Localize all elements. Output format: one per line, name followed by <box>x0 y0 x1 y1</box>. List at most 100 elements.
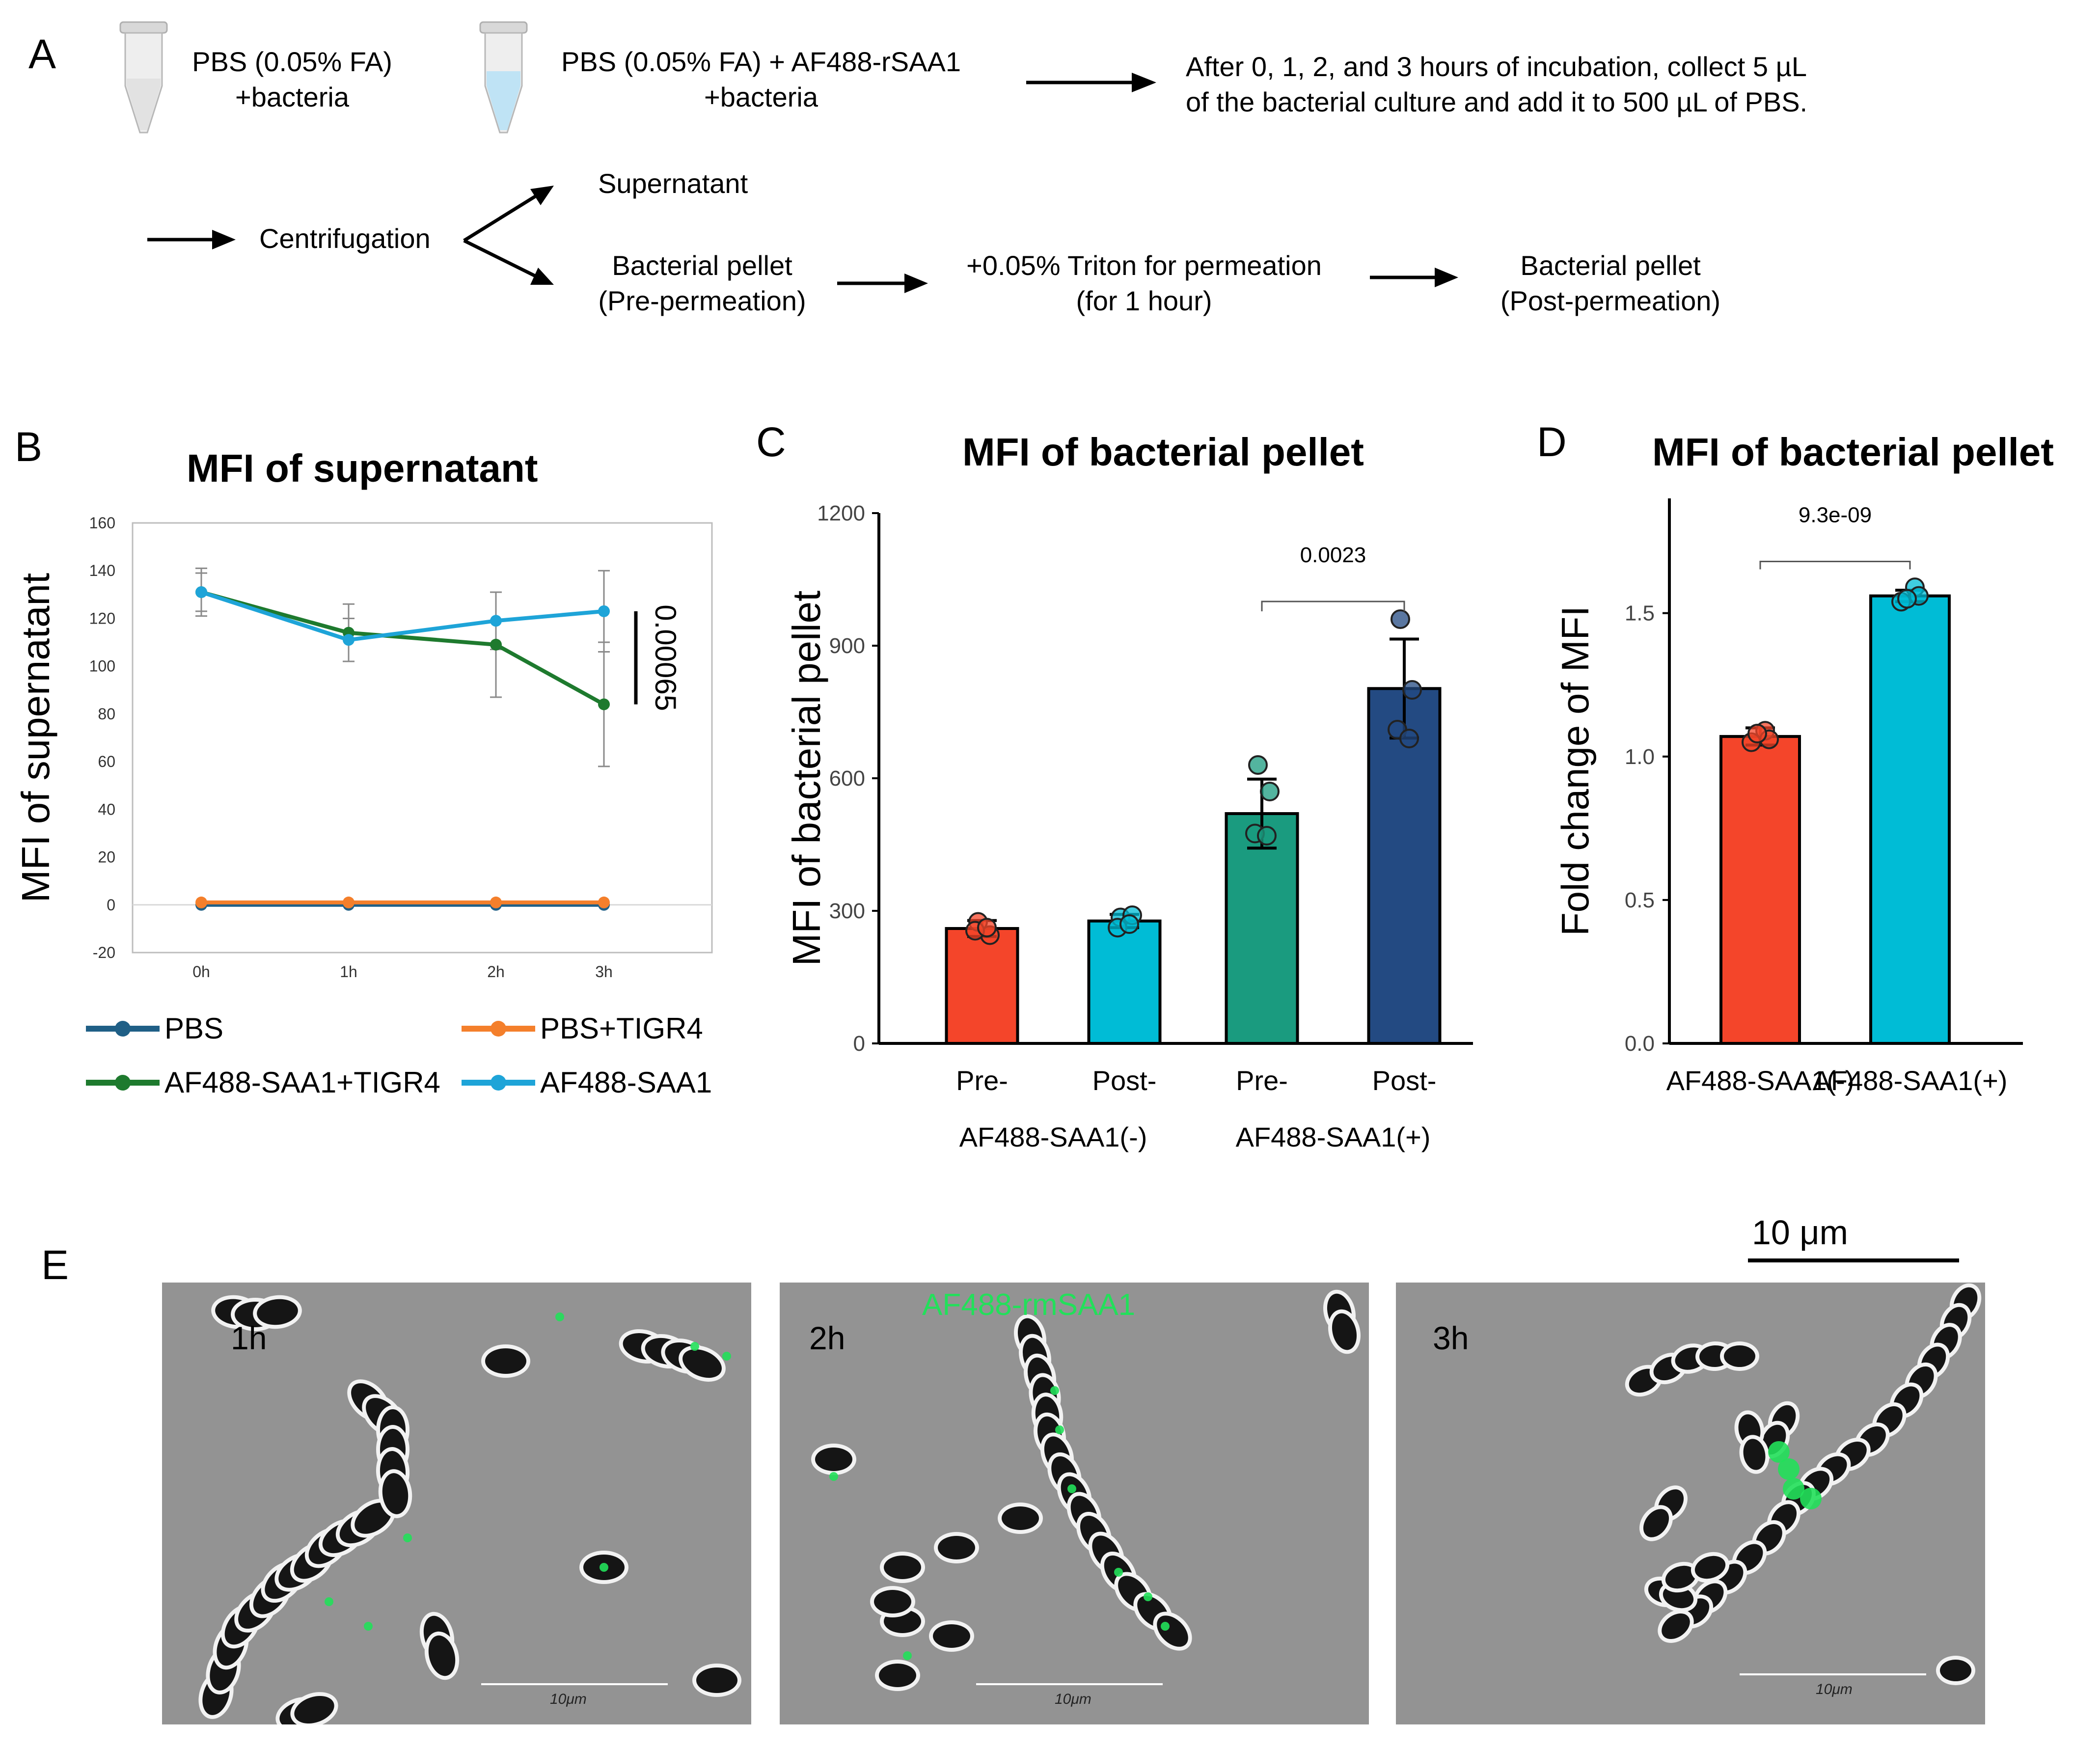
data-point <box>490 615 502 627</box>
y-axis-label: Fold change of MFI <box>1554 606 1597 936</box>
y-tick-label: 60 <box>98 753 115 770</box>
data-point <box>1248 755 1268 775</box>
bacterium-cell <box>682 1349 722 1378</box>
y-tick-label: 120 <box>89 609 115 627</box>
tube1-label-line1: PBS (0.05% FA) <box>192 46 392 77</box>
bar <box>1225 812 1299 1045</box>
fluorescent-spot <box>1067 1484 1076 1493</box>
data-point <box>1257 826 1277 846</box>
group-label: AF488-SAA1(-) <box>959 1121 1147 1152</box>
pellet-pre-line2: (Pre-permeation) <box>598 285 806 316</box>
time-label-2h: 2h <box>809 1320 845 1356</box>
bacterium-cell <box>355 1503 392 1534</box>
legend-label: AF488-SAA1+TIGR4 <box>164 1066 440 1099</box>
bacterium-cell <box>815 1448 852 1471</box>
panel-letter-a: A <box>28 31 56 77</box>
y-tick-label: 1.0 <box>1625 745 1655 769</box>
scale-label-2h: 10μm <box>1055 1691 1091 1707</box>
y-tick-label: 40 <box>98 800 115 818</box>
data-point <box>195 896 207 908</box>
legend-label: AF488-SAA1 <box>540 1066 712 1099</box>
y-tick-label: 0.5 <box>1625 888 1655 912</box>
data-point <box>1402 680 1422 700</box>
bacterium-cell <box>696 1667 737 1693</box>
y-axis-label: MFI of supernatant <box>14 573 57 902</box>
y-tick-label: 140 <box>89 562 115 579</box>
arrow-to-supernatant <box>463 195 536 242</box>
scale-bar <box>1748 1258 1959 1262</box>
y-tick-label: 100 <box>89 657 115 675</box>
incubation-text-line2: of the bacterial culture and add it to 5… <box>1186 86 1808 117</box>
bacterium-cell <box>1002 1506 1039 1530</box>
overlay-label-2h: AF488-rmSAA1 <box>922 1288 1136 1322</box>
fluorescent-spot <box>1144 1592 1152 1601</box>
micrograph-2h-image <box>780 1283 1369 1724</box>
bacterium-cell <box>884 1556 921 1579</box>
scale-label-3h: 10μm <box>1816 1681 1853 1697</box>
bacterium-cell <box>1694 1556 1726 1579</box>
bacterium-cell <box>879 1664 916 1687</box>
data-point <box>1260 782 1280 801</box>
x-tick-label: Pre- <box>956 1065 1008 1096</box>
bacterium-cell <box>938 1536 975 1559</box>
bacterium-cell <box>874 1590 911 1613</box>
bacterium-cell <box>1665 1565 1696 1589</box>
y-tick-label: 160 <box>89 514 115 532</box>
fluorescent-spot <box>364 1622 373 1631</box>
triton-line1: +0.05% Triton for permeation <box>966 250 1322 281</box>
data-point <box>195 586 207 598</box>
data-point <box>598 605 610 617</box>
x-tick-label: AF488-SAA1(-) <box>1666 1065 1855 1096</box>
legend-marker <box>491 1075 506 1091</box>
bacterium-cell <box>933 1624 970 1648</box>
centrifugation-label: Centrifugation <box>259 223 431 254</box>
tube1-label-line2: +bacteria <box>235 82 349 112</box>
tube-icon <box>119 21 168 134</box>
y-tick-label: 900 <box>829 634 865 658</box>
data-point <box>1747 724 1767 744</box>
data-point <box>977 918 997 938</box>
data-point <box>1119 914 1139 934</box>
data-point <box>1897 589 1917 609</box>
chart-b: -20 0 20 40 60 80 100 120 140 160 0h 1h 2h 3h MFI of s… <box>14 514 713 1099</box>
series-line-AF488-SAA1 <box>200 590 604 642</box>
chart-c: 0 300 600 900 1200 MFI of bacterial pellet Pre… <box>785 501 1473 1152</box>
pellet-pre-line1: Bacterial pellet <box>612 250 792 281</box>
chart-c-title: MFI of bacterial pellet <box>962 430 1364 474</box>
legend-label: PBS <box>164 1012 223 1045</box>
triton-label: +0.05% Triton for permeation (for 1 hour… <box>933 248 1355 319</box>
fluorescent-spot <box>1768 1441 1790 1463</box>
micrograph-3h: 3h 10μm <box>1396 1283 1985 1724</box>
fluorescent-spot <box>829 1472 838 1481</box>
tube2-label-line2: +bacteria <box>704 82 818 112</box>
fluorescent-spot <box>1778 1458 1800 1480</box>
tube2-label: PBS (0.05% FA) + AF488-rSAA1 +bacteria <box>535 44 987 115</box>
pellet-post-line1: Bacterial pellet <box>1520 250 1701 281</box>
fluorescent-spot <box>1050 1386 1059 1395</box>
panel-letter-d: D <box>1537 419 1567 465</box>
pellet-post-label: Bacterial pellet (Post-permeation) <box>1478 248 1743 319</box>
group-label: AF488-SAA1(+) <box>1236 1121 1431 1152</box>
x-tick-label: Post- <box>1372 1065 1437 1096</box>
triton-line2: (for 1 hour) <box>1076 285 1212 316</box>
bacterium-cell <box>1643 1509 1669 1537</box>
y-axis-label: MFI of bacterial pellet <box>785 591 828 966</box>
time-label-3h: 3h <box>1433 1320 1469 1356</box>
legend-marker <box>115 1075 131 1091</box>
x-tick-label: Post- <box>1092 1065 1157 1096</box>
bar <box>1087 919 1162 1045</box>
fluorescent-spot <box>1114 1568 1123 1577</box>
bacterium-cell <box>382 1473 409 1514</box>
data-point <box>598 698 610 711</box>
data-point <box>490 638 502 651</box>
data-point <box>1391 609 1410 629</box>
bacterium-cell <box>294 1695 334 1724</box>
significance-label: 0.0023 <box>1300 543 1366 567</box>
chart-d: 0.0 0.5 1.0 1.5 Fold change of MFI AF488-SAA1… <box>1554 498 2023 1096</box>
micrograph-2h: 2h AF488-rmSAA1 10μm <box>780 1283 1369 1724</box>
micrograph-1h-image <box>162 1283 751 1724</box>
y-tick-label: 1200 <box>817 501 865 525</box>
x-tick-label: 3h <box>595 963 613 981</box>
y-tick-label: 600 <box>829 766 865 791</box>
legend-marker <box>491 1021 506 1037</box>
